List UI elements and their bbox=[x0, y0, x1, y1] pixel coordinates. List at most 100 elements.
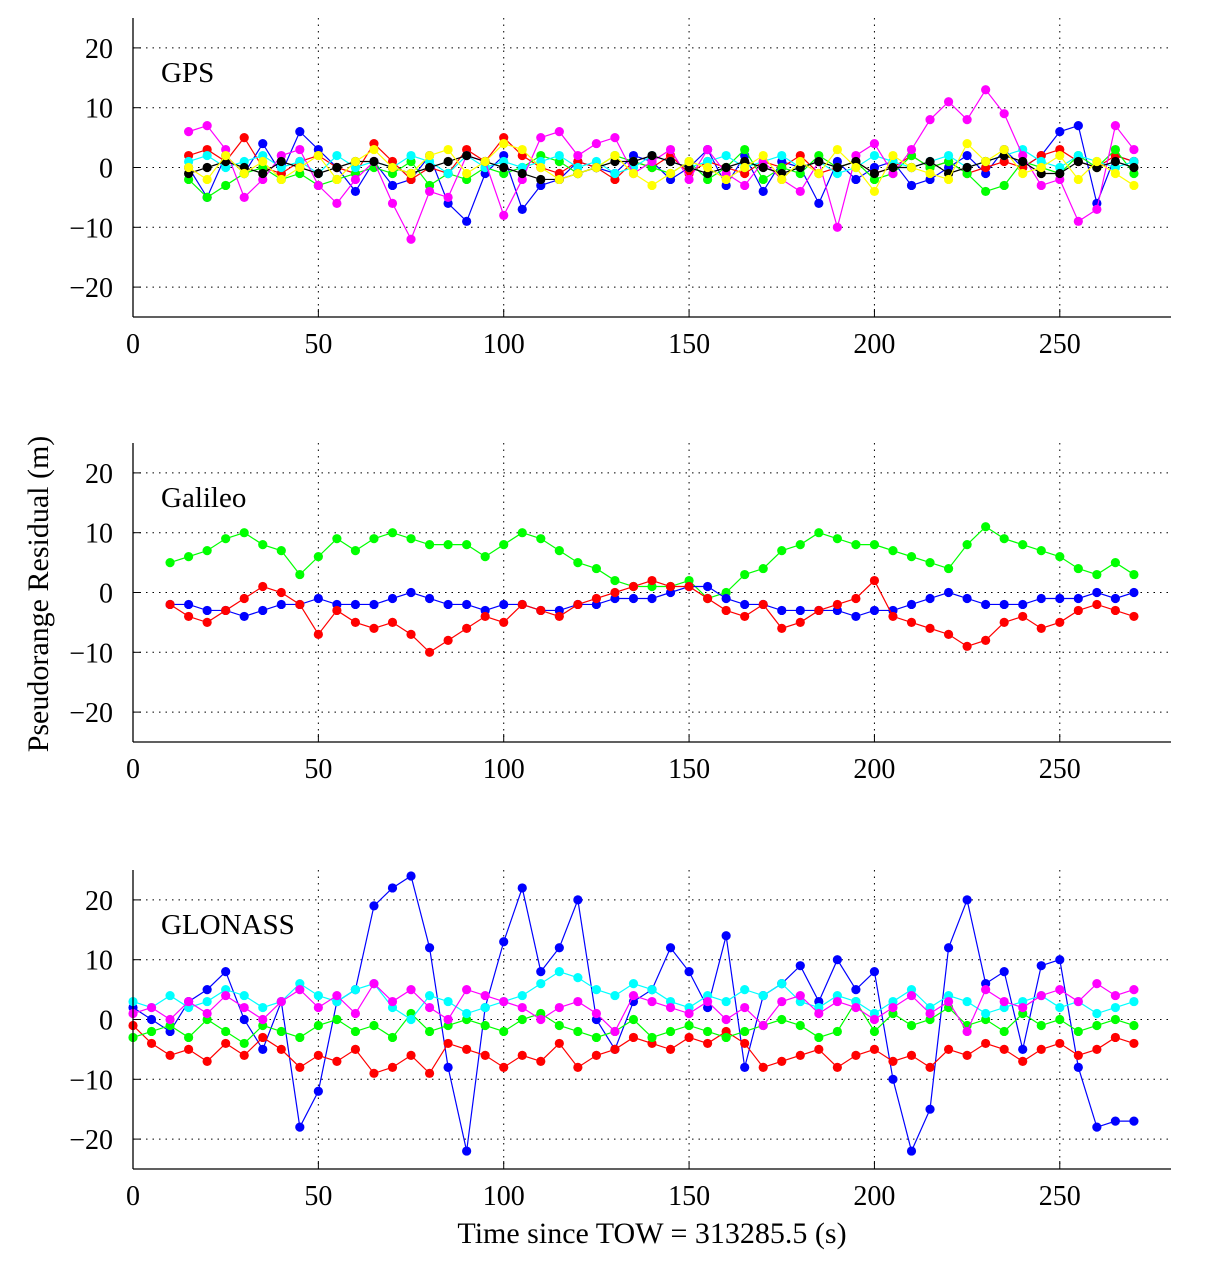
data-point bbox=[943, 943, 954, 953]
data-point bbox=[406, 150, 416, 161]
data-point bbox=[943, 174, 954, 185]
data-point bbox=[684, 581, 694, 592]
data-point bbox=[925, 558, 935, 568]
y-tick-label: 0 bbox=[99, 579, 113, 610]
data-point bbox=[999, 534, 1009, 544]
data-point bbox=[906, 162, 917, 173]
data-point bbox=[1129, 162, 1139, 173]
data-point bbox=[665, 156, 676, 167]
data-point bbox=[1129, 1038, 1139, 1049]
series-0-6 bbox=[184, 138, 1139, 197]
data-point bbox=[239, 990, 249, 1001]
data-point bbox=[165, 558, 175, 568]
data-point bbox=[1018, 1002, 1028, 1013]
series-2-0 bbox=[128, 871, 1139, 1156]
data-point bbox=[517, 168, 527, 179]
data-point bbox=[499, 1062, 509, 1072]
data-point bbox=[684, 156, 694, 167]
data-point bbox=[1073, 1026, 1083, 1037]
data-point bbox=[573, 150, 583, 161]
data-point bbox=[517, 1050, 527, 1060]
data-point bbox=[387, 883, 398, 893]
data-point bbox=[814, 198, 824, 208]
data-point bbox=[832, 996, 842, 1007]
data-point bbox=[1092, 1044, 1102, 1054]
data-point bbox=[202, 121, 212, 131]
data-point bbox=[165, 1050, 175, 1060]
data-point bbox=[332, 174, 342, 185]
data-point bbox=[591, 1050, 601, 1060]
x-tick-label: 0 bbox=[126, 754, 140, 785]
data-point bbox=[221, 990, 231, 1001]
x-tick-label: 150 bbox=[668, 329, 710, 360]
data-point bbox=[1110, 156, 1120, 167]
data-point bbox=[406, 534, 416, 544]
data-point bbox=[832, 599, 842, 610]
data-point bbox=[703, 162, 713, 173]
subplot-glonass: 0 50 100 150 200 250 −20 −10 0 10 20 GLONASS bbox=[69, 870, 1171, 1212]
data-point bbox=[962, 1050, 972, 1060]
data-point bbox=[962, 115, 972, 125]
y-axis-label: Pseudorange Residual (m) bbox=[22, 436, 55, 753]
data-point bbox=[777, 546, 787, 556]
data-point bbox=[943, 996, 954, 1007]
data-point bbox=[647, 575, 657, 586]
data-point bbox=[202, 996, 212, 1007]
data-point bbox=[1110, 593, 1120, 604]
data-point bbox=[258, 138, 268, 149]
data-point bbox=[1092, 1008, 1102, 1019]
data-point bbox=[443, 144, 453, 155]
data-point bbox=[443, 635, 453, 645]
data-point bbox=[332, 605, 342, 616]
data-point bbox=[981, 85, 991, 95]
data-point bbox=[1129, 180, 1139, 191]
data-point bbox=[554, 546, 564, 556]
data-point bbox=[258, 168, 268, 179]
data-point bbox=[628, 979, 639, 989]
data-point bbox=[424, 1026, 435, 1037]
data-point bbox=[1073, 174, 1083, 185]
data-point bbox=[1036, 1044, 1046, 1054]
data-point bbox=[1055, 552, 1065, 562]
data-point bbox=[536, 174, 546, 185]
data-point bbox=[832, 222, 842, 232]
x-axis-label: Time since TOW = 313285.5 (s) bbox=[457, 1217, 846, 1250]
data-point bbox=[888, 546, 898, 556]
data-point bbox=[610, 587, 620, 598]
data-point bbox=[943, 563, 954, 574]
data-point bbox=[888, 162, 898, 173]
data-point bbox=[832, 1062, 842, 1072]
data-point bbox=[851, 1002, 861, 1013]
data-point bbox=[387, 1032, 398, 1043]
series-2-4 bbox=[128, 979, 1139, 1037]
data-point bbox=[1110, 1014, 1120, 1025]
data-point bbox=[424, 540, 435, 550]
data-point bbox=[258, 156, 268, 167]
data-point bbox=[573, 1062, 583, 1072]
data-point bbox=[1073, 605, 1083, 616]
data-point bbox=[740, 1062, 750, 1072]
data-point bbox=[869, 540, 880, 550]
data-point bbox=[499, 996, 509, 1007]
data-point bbox=[703, 581, 713, 592]
data-point bbox=[554, 150, 564, 161]
data-point bbox=[1110, 990, 1120, 1001]
data-point bbox=[610, 575, 620, 586]
data-point bbox=[499, 937, 509, 947]
y-tick-label: −20 bbox=[69, 698, 113, 729]
data-point bbox=[1110, 1032, 1120, 1043]
data-point bbox=[721, 996, 731, 1007]
data-point bbox=[740, 180, 750, 191]
data-point bbox=[999, 617, 1009, 628]
series-1-0 bbox=[165, 522, 1139, 604]
data-point bbox=[1018, 1044, 1028, 1054]
data-point bbox=[369, 1068, 379, 1078]
data-point bbox=[387, 593, 398, 604]
x-tick-label: 50 bbox=[304, 754, 332, 785]
data-point bbox=[517, 599, 527, 610]
data-point bbox=[258, 581, 268, 592]
data-point bbox=[239, 1002, 249, 1013]
data-point bbox=[925, 623, 935, 633]
data-point bbox=[258, 1014, 268, 1025]
data-point bbox=[369, 979, 379, 989]
